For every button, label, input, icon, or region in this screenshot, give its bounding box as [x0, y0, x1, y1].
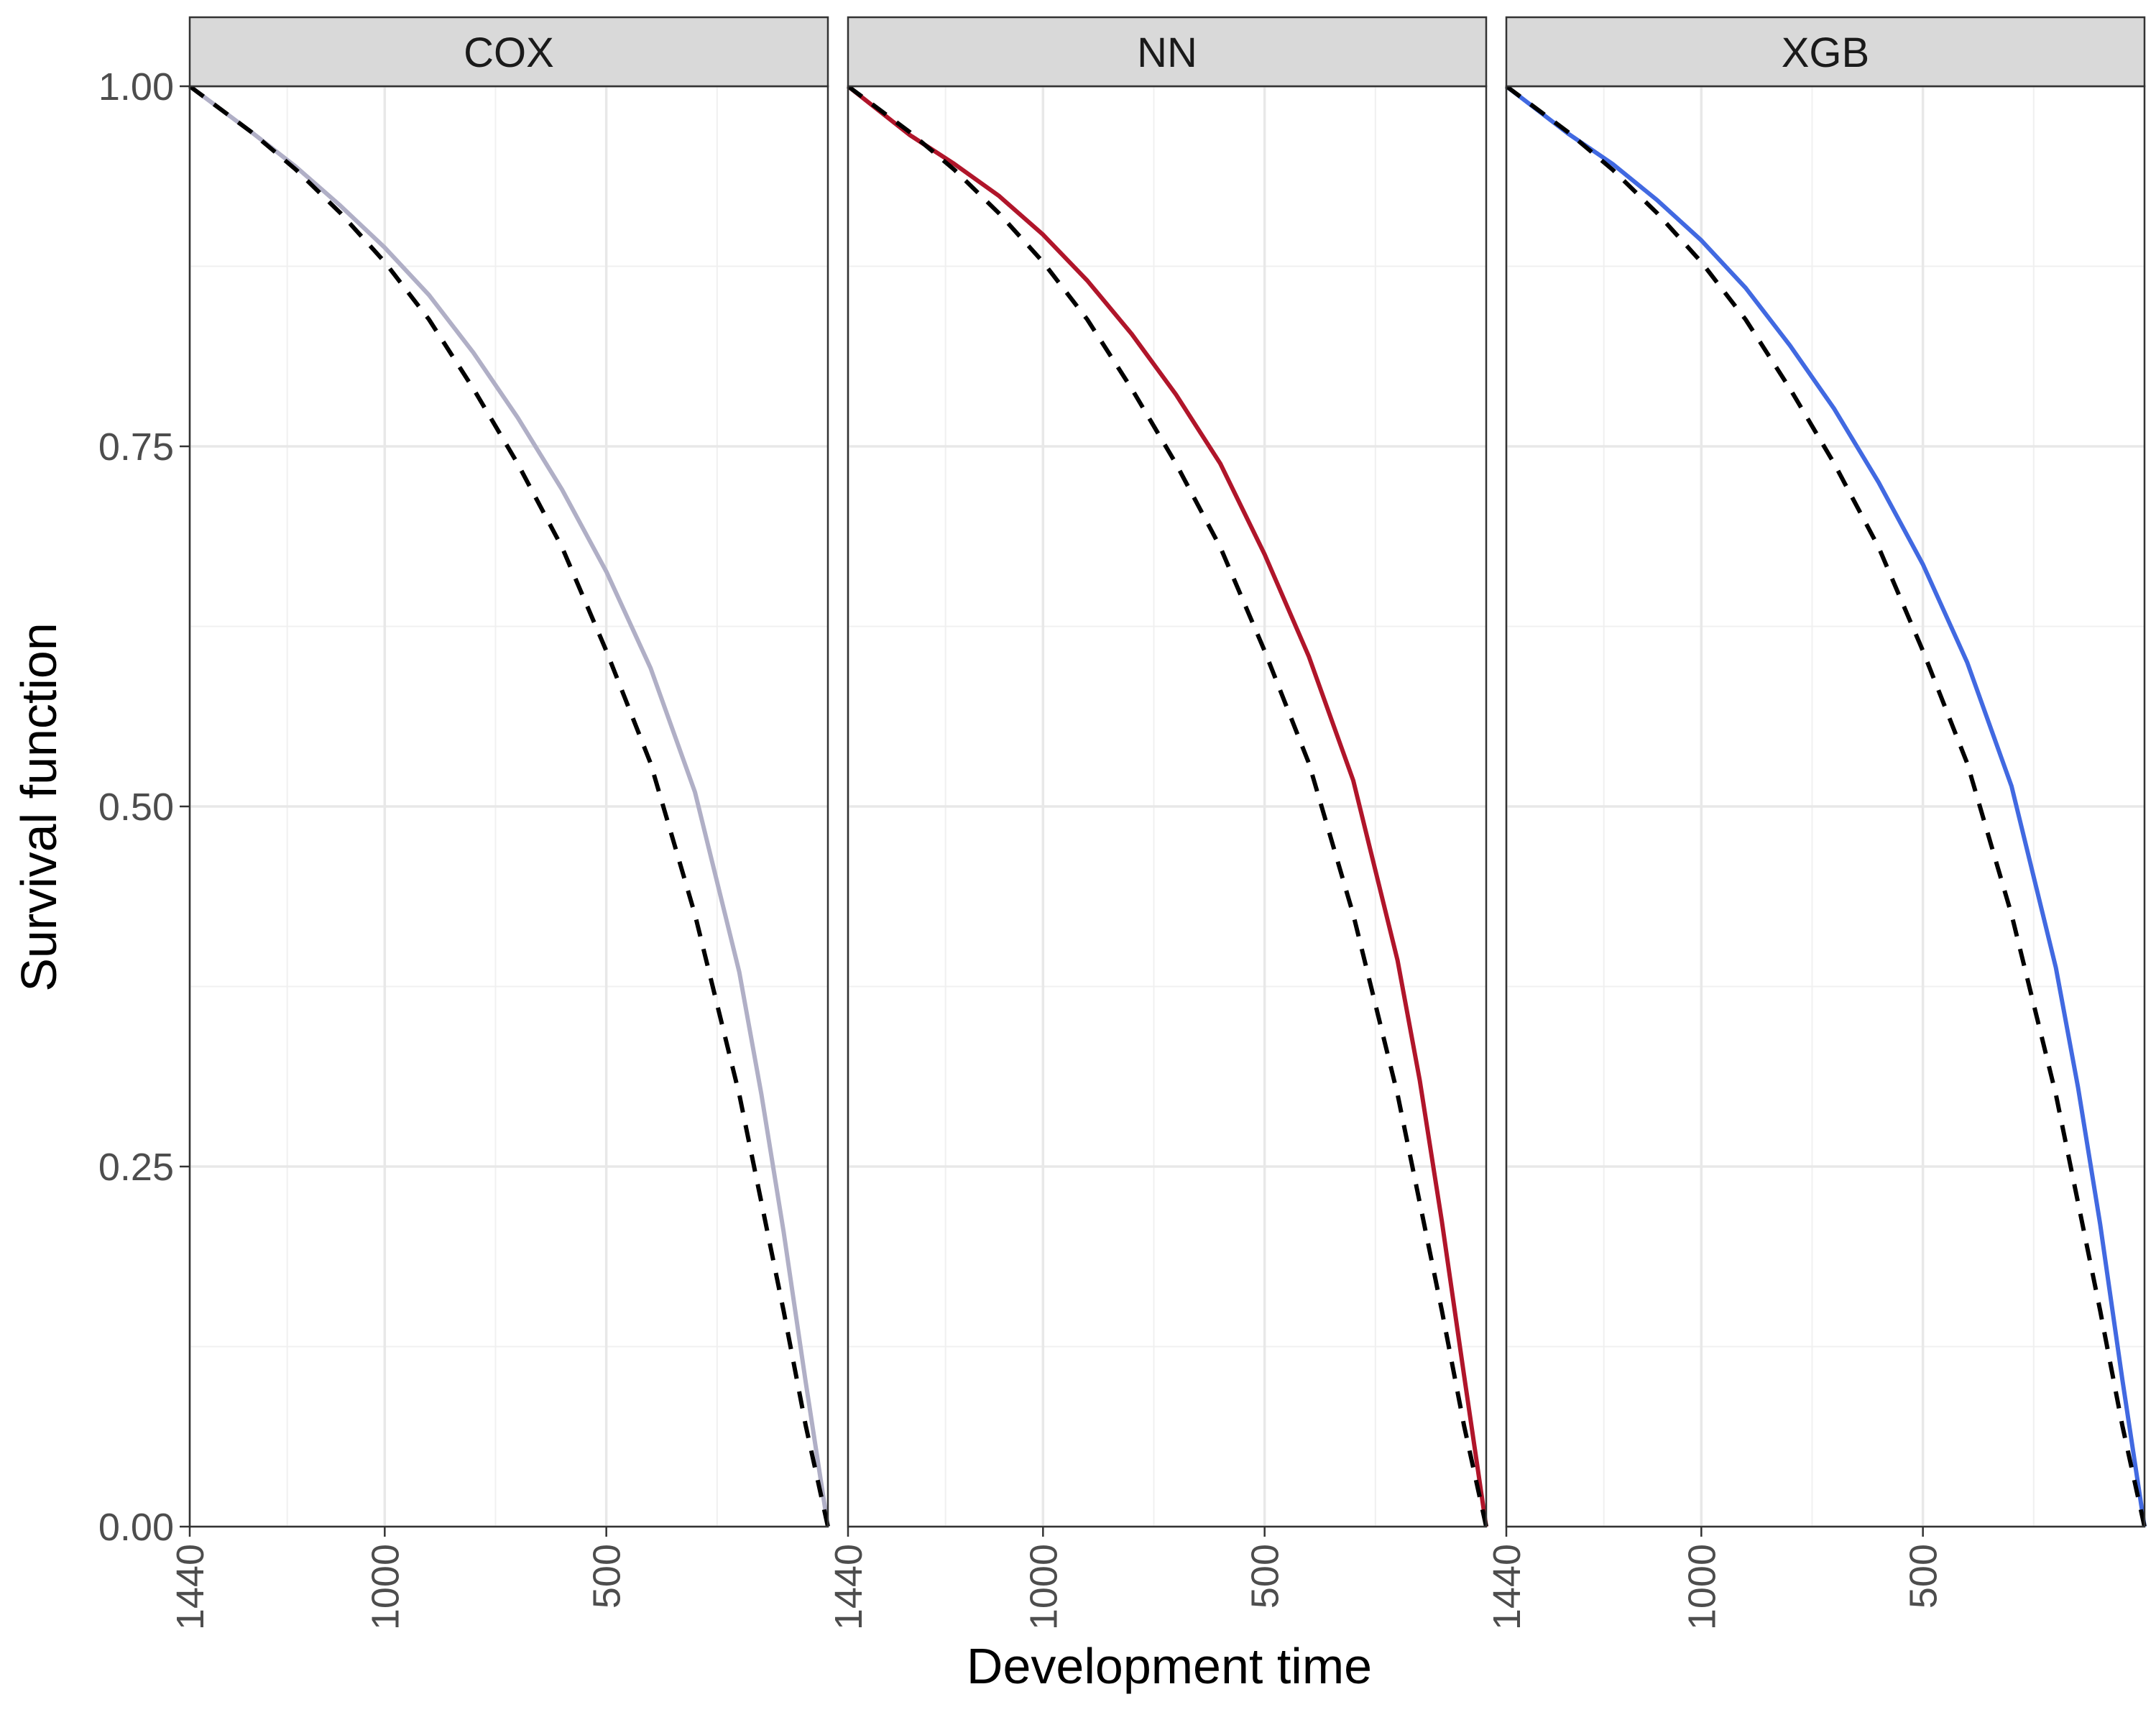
- facet-strip: [847, 16, 1488, 88]
- y-tick-label: 0.00: [98, 1506, 174, 1549]
- x-tick-label: 1000: [1680, 1544, 1723, 1630]
- x-tick-label: 1440: [169, 1544, 212, 1630]
- facet-strip: [1505, 16, 2146, 88]
- x-axis-label: Development time: [967, 1638, 1372, 1694]
- x-tick-label: 500: [1244, 1544, 1287, 1609]
- series-line-xgb: [1505, 84, 2147, 1527]
- series-line-cox: [188, 84, 830, 1527]
- facet-panel-xgb: XGB 1440 1000 500: [1485, 16, 2147, 1630]
- x-tick-label: 500: [1902, 1544, 1945, 1609]
- facet-strip-label: XGB: [1782, 29, 1870, 76]
- x-tick-label: 1000: [364, 1544, 407, 1630]
- facet-strip-label: COX: [464, 29, 554, 76]
- facet-panel-nn: NN 1440 1000 500: [827, 16, 1488, 1630]
- x-tick-label: 500: [586, 1544, 629, 1609]
- y-tick-label: 0.50: [98, 786, 174, 829]
- chart-panels: COX 1440 1000 500 NN 1440 1000 500 XGB 1440 1000 50…: [169, 16, 2147, 1630]
- y-tick-label: 0.75: [98, 426, 174, 469]
- y-axis: 0.00 0.25 0.50 0.75 1.00: [98, 65, 190, 1549]
- facet-panel-cox: COX 1440 1000 500: [169, 16, 830, 1630]
- x-tick-label: 1440: [827, 1544, 870, 1630]
- x-tick-label: 1000: [1022, 1544, 1065, 1630]
- facet-strip-label: NN: [1137, 29, 1197, 76]
- y-tick-label: 0.25: [98, 1146, 174, 1189]
- x-tick-label: 1440: [1485, 1544, 1529, 1630]
- series-line-nn: [847, 84, 1488, 1527]
- facet-strip: [188, 16, 829, 88]
- y-axis-label: Survival function: [11, 622, 67, 992]
- y-tick-label: 1.00: [98, 65, 174, 109]
